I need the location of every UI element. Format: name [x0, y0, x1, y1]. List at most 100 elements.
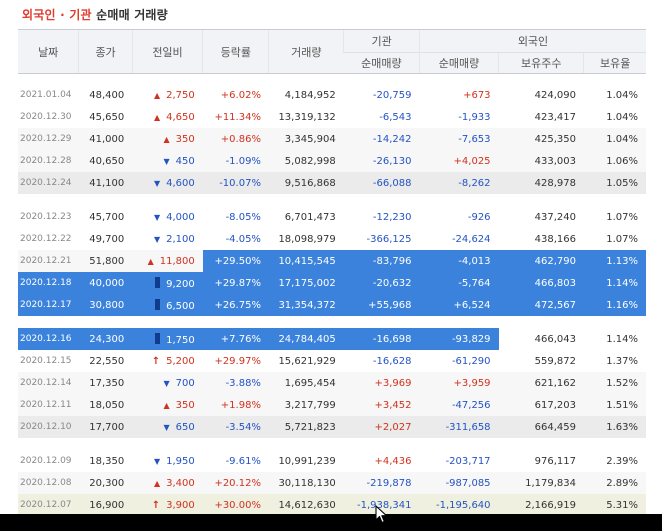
holdings-cell: 424,090: [534, 89, 576, 101]
rate-cell: +0.86%: [220, 133, 261, 145]
limit-up-bar-icon: [155, 276, 161, 288]
rate-cell: -8.05%: [225, 211, 261, 223]
holdings-cell: 664,459: [534, 421, 576, 433]
change-cell: ▼ 700: [132, 372, 202, 394]
group-spacer: [18, 438, 646, 450]
table-row[interactable]: 2020.12.08 20,300 ▲ 3,400 +20.12% 30,118,130 -…: [18, 472, 646, 494]
rate-cell: -10.07%: [219, 177, 261, 189]
volume-cell: 3,217,799: [284, 399, 336, 411]
institution-net-cell: +4,436: [374, 455, 412, 467]
table-row[interactable]: 2020.12.21 51,800 ▲ 11,800 +29.50% 10,415,545…: [18, 250, 646, 272]
date-cell: 2020.12.28: [20, 156, 72, 166]
rate-cell: -9.61%: [225, 455, 261, 467]
foreign-net-cell: -4,013: [419, 250, 499, 272]
header-foreign-net: 순매매량: [419, 52, 499, 74]
foreign-net-cell: -8,262: [458, 177, 491, 189]
holdings-cell: 438,166: [534, 233, 576, 245]
rate-cell: +7.76%: [202, 328, 269, 350]
date-cell: 2021.01.04: [20, 90, 72, 100]
table-row[interactable]: 2020.12.29 41,000 ▲ 350 +0.86% 3,345,904 -14,2…: [18, 128, 646, 150]
institution-net-cell: -12,230: [372, 211, 412, 223]
rate-cell: +29.50%: [202, 250, 269, 272]
volume-cell: 13,319,132: [278, 111, 336, 123]
foreign-net-cell: -1,195,640: [436, 499, 491, 511]
institution-net-cell: -14,242: [372, 133, 412, 145]
hold-ratio-cell: 1.07%: [606, 233, 638, 245]
date-cell: 2020.12.30: [20, 112, 72, 122]
holdings-cell: 433,003: [534, 155, 576, 167]
volume-cell: 3,345,904: [284, 133, 336, 145]
holdings-cell: 428,978: [534, 177, 576, 189]
table-row[interactable]: 2020.12.24 41,100 ▼ 4,600 -10.07% 9,516,868 -6…: [18, 172, 646, 194]
change-cell: ▲ 4,650: [132, 106, 202, 128]
change-cell: ▼ 450: [132, 150, 202, 172]
table-row[interactable]: 2020.12.28 40,650 ▼ 450 -1.09% 5,082,998 -26,1…: [18, 150, 646, 172]
change-value: 6,500: [166, 300, 195, 312]
foreign-net-cell: -93,829: [419, 328, 499, 350]
rate-cell: -1.09%: [225, 155, 261, 167]
foreign-net-cell: -47,256: [451, 399, 491, 411]
foreign-net-cell: -61,290: [451, 355, 491, 367]
rate-cell: +29.97%: [214, 355, 261, 367]
volume-cell: 15,621,929: [278, 355, 336, 367]
change-cell: ▼ 1,950: [132, 450, 202, 472]
volume-cell: 14,612,630: [278, 499, 336, 511]
table-row[interactable]: 2020.12.23 45,700 ▼ 4,000 -8.05% 6,701,473 -12…: [18, 206, 646, 228]
volume-cell: 31,354,372: [268, 294, 344, 316]
change-value: 3,400: [166, 477, 195, 489]
mouse-cursor-icon: [375, 505, 388, 524]
header-foreign-group: 외국인: [419, 29, 646, 53]
date-cell: 2020.12.18: [18, 272, 79, 294]
rate-cell: -3.54%: [225, 421, 261, 433]
institution-net-cell: -20,759: [372, 89, 412, 101]
holdings-cell: 462,790: [498, 250, 584, 272]
holdings-cell: 2,166,919: [525, 499, 576, 511]
table-row[interactable]: 2020.12.17 30,800 6,500 +26.75% 31,354,372 +5…: [18, 294, 646, 316]
table-row[interactable]: 2021.01.04 48,400 ▲ 2,750 +6.02% 4,184,952 -20…: [18, 84, 646, 106]
institution-net-cell: -16,698: [343, 328, 420, 350]
close-cell: 48,400: [89, 89, 125, 101]
table-row[interactable]: 2020.12.15 22,550 ↑ 5,200 +29.97% 15,621,929 -…: [18, 350, 646, 372]
table-row[interactable]: 2020.12.16 24,300 1,750 +7.76% 24,784,405 -16…: [18, 328, 646, 350]
date-cell: 2020.12.21: [20, 256, 72, 266]
hold-ratio-cell: 1.04%: [606, 89, 638, 101]
volume-cell: 10,415,545: [268, 250, 344, 272]
holdings-cell: 472,567: [498, 294, 584, 316]
group-spacer: [18, 316, 646, 328]
limit-up-bar-icon: [155, 298, 161, 310]
table-row[interactable]: 2020.12.09 18,350 ▼ 1,950 -9.61% 10,991,239 +4…: [18, 450, 646, 472]
hold-ratio-cell: 1.16%: [583, 294, 646, 316]
foreign-net-cell: -203,717: [445, 455, 491, 467]
volume-cell: 9,516,868: [284, 177, 336, 189]
table-row[interactable]: 2020.12.30 45,650 ▲ 4,650 +11.34% 13,319,132 -…: [18, 106, 646, 128]
table-row[interactable]: 2020.12.10 17,700 ▼ 650 -3.54% 5,721,823 +2,02…: [18, 416, 646, 438]
down-triangle-icon: ▼: [153, 178, 161, 188]
institution-net-cell: +3,452: [374, 399, 412, 411]
table-row[interactable]: 2020.12.18 40,000 9,200 +29.87% 17,175,002 -2…: [18, 272, 646, 294]
table-row[interactable]: 2020.12.11 18,050 ▲ 350 +1.98% 3,217,799 +3,45…: [18, 394, 646, 416]
section-title-prefix: 외국인 · 기관: [22, 8, 92, 22]
table-row[interactable]: 2020.12.22 49,700 ▼ 2,100 -4.05% 18,098,979 -3…: [18, 228, 646, 250]
limit-up-arrow-icon: ↑: [151, 499, 161, 511]
up-triangle-icon: ▲: [163, 134, 170, 144]
change-cell: ▼ 4,000: [132, 206, 202, 228]
down-triangle-icon: ▼: [163, 378, 170, 388]
hold-ratio-cell: 1.63%: [606, 421, 638, 433]
rate-cell: +6.02%: [220, 89, 261, 101]
hold-ratio-cell: 1.06%: [606, 155, 638, 167]
section-title: 외국인 · 기관 순매매 거래량: [22, 6, 168, 23]
holdings-cell: 425,350: [534, 133, 576, 145]
down-triangle-icon: ▼: [153, 234, 161, 244]
change-cell: ▼ 2,100: [132, 228, 202, 250]
change-cell: 9,200: [132, 272, 203, 294]
foreign-net-cell: -311,658: [445, 421, 491, 433]
hold-ratio-cell: 1.13%: [583, 250, 646, 272]
table-row[interactable]: 2020.12.07 16,900 ↑ 3,900 +30.00% 14,612,630 -…: [18, 494, 646, 516]
foreign-net-cell: +3,959: [453, 377, 491, 389]
up-triangle-icon: ▲: [163, 400, 170, 410]
change-value: 2,750: [166, 89, 195, 101]
change-value: 5,200: [166, 355, 195, 367]
foreign-net-cell: -987,085: [445, 477, 491, 489]
close-cell: 18,050: [89, 399, 125, 411]
table-row[interactable]: 2020.12.14 17,350 ▼ 700 -3.88% 1,695,454 +3,96…: [18, 372, 646, 394]
